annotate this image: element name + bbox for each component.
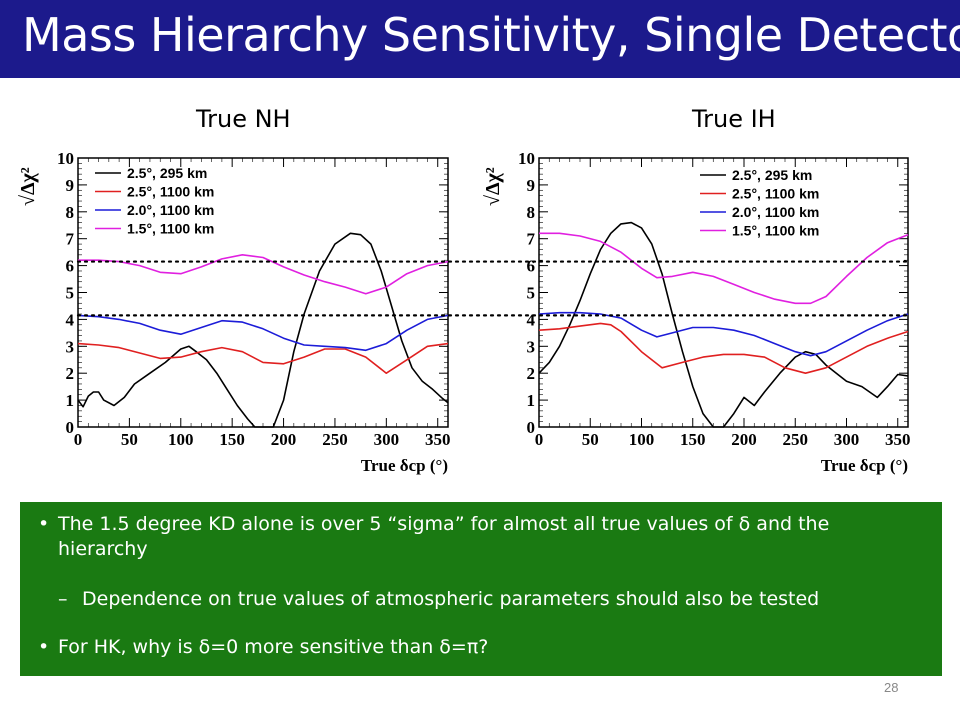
y-tick-label: 6	[66, 257, 75, 276]
y-tick-label: 6	[527, 257, 536, 276]
legend-label: 2.5°, 1100 km	[127, 184, 214, 200]
bullet-text: Dependence on true values of atmospheric…	[82, 588, 820, 610]
legend-label: 2.0°, 1100 km	[732, 204, 819, 220]
y-tick-label: 7	[66, 230, 75, 249]
x-tick-label: 0	[74, 430, 83, 449]
y-tick-label: 9	[66, 176, 75, 195]
x-tick-label: 250	[322, 430, 348, 449]
bullet-marker: •	[38, 513, 50, 535]
series-line	[538, 221, 909, 428]
x-tick-label: 0	[535, 430, 544, 449]
series-line	[538, 311, 909, 357]
bullet-box: • The 1.5 degree KD alone is over 5 “sig…	[20, 502, 942, 676]
y-tick-label: 1	[66, 391, 75, 410]
x-tick-label: 150	[219, 430, 245, 449]
plot-frame	[538, 157, 909, 428]
x-tick-label: 200	[271, 430, 297, 449]
y-axis-label: √Δχ²	[482, 167, 504, 206]
y-tick-label: 2	[527, 364, 536, 383]
y-tick-label: 9	[527, 176, 536, 195]
y-tick-label: 0	[66, 418, 75, 437]
title-bar: Mass Hierarchy Sensitivity, Single Detec…	[0, 0, 960, 78]
x-axis-label: True δcp (°)	[821, 456, 908, 475]
y-tick-label: 4	[66, 310, 75, 329]
panel-heading-nh: True NH	[196, 105, 291, 133]
x-tick-label: 300	[834, 430, 860, 449]
bullet-item-2: – Dependence on true values of atmospher…	[58, 587, 918, 612]
y-tick-label: 3	[66, 337, 75, 356]
legend-label: 2.5°, 1100 km	[732, 186, 819, 202]
y-tick-label: 10	[57, 149, 74, 168]
series-line	[77, 314, 449, 352]
x-tick-label: 50	[582, 430, 599, 449]
panel-heading-ih: True IH	[692, 105, 776, 133]
y-tick-label: 8	[66, 203, 75, 222]
y-tick-label: 5	[66, 284, 75, 303]
y-tick-label: 5	[527, 284, 536, 303]
legend-label: 1.5°, 1100 km	[127, 221, 214, 237]
y-tick-label: 4	[527, 310, 536, 329]
y-tick-label: 8	[527, 203, 536, 222]
x-axis-label: True δcp (°)	[361, 456, 448, 475]
x-tick-label: 350	[425, 430, 451, 449]
y-axis-label: √Δχ²	[17, 167, 39, 206]
legend-label: 2.5°, 295 km	[127, 165, 207, 181]
series-line	[539, 232, 909, 305]
series-line	[538, 322, 909, 374]
bullet-item-1: • The 1.5 degree KD alone is over 5 “sig…	[38, 512, 918, 562]
bullet-text: The 1.5 degree KD alone is over 5 “sigma…	[58, 513, 830, 560]
legend-label: 2.0°, 1100 km	[127, 202, 214, 218]
bullet-marker: •	[38, 636, 50, 658]
y-tick-label: 3	[527, 337, 536, 356]
slide-title: Mass Hierarchy Sensitivity, Single Detec…	[22, 8, 960, 62]
y-tick-label: 10	[518, 149, 535, 168]
legend-label: 1.5°, 1100 km	[732, 223, 819, 239]
y-tick-label: 7	[527, 230, 536, 249]
dash-marker: –	[58, 588, 68, 610]
x-tick-label: 250	[783, 430, 809, 449]
x-tick-label: 350	[885, 430, 911, 449]
page-number: 28	[884, 680, 899, 695]
bullet-item-3: • For HK, why is δ=0 more sensitive than…	[38, 635, 918, 660]
series-line	[77, 342, 449, 374]
x-tick-label: 150	[680, 430, 706, 449]
x-tick-label: 300	[374, 430, 400, 449]
y-tick-label: 2	[66, 364, 75, 383]
legend-label: 2.5°, 295 km	[732, 167, 812, 183]
x-tick-label: 100	[168, 430, 194, 449]
series-line	[77, 232, 449, 428]
x-tick-label: 50	[121, 430, 138, 449]
y-tick-label: 0	[527, 418, 536, 437]
y-tick-label: 1	[527, 391, 536, 410]
x-tick-label: 200	[731, 430, 757, 449]
x-tick-label: 100	[629, 430, 655, 449]
series-line	[78, 254, 449, 295]
bullet-text: For HK, why is δ=0 more sensitive than δ…	[58, 636, 489, 658]
